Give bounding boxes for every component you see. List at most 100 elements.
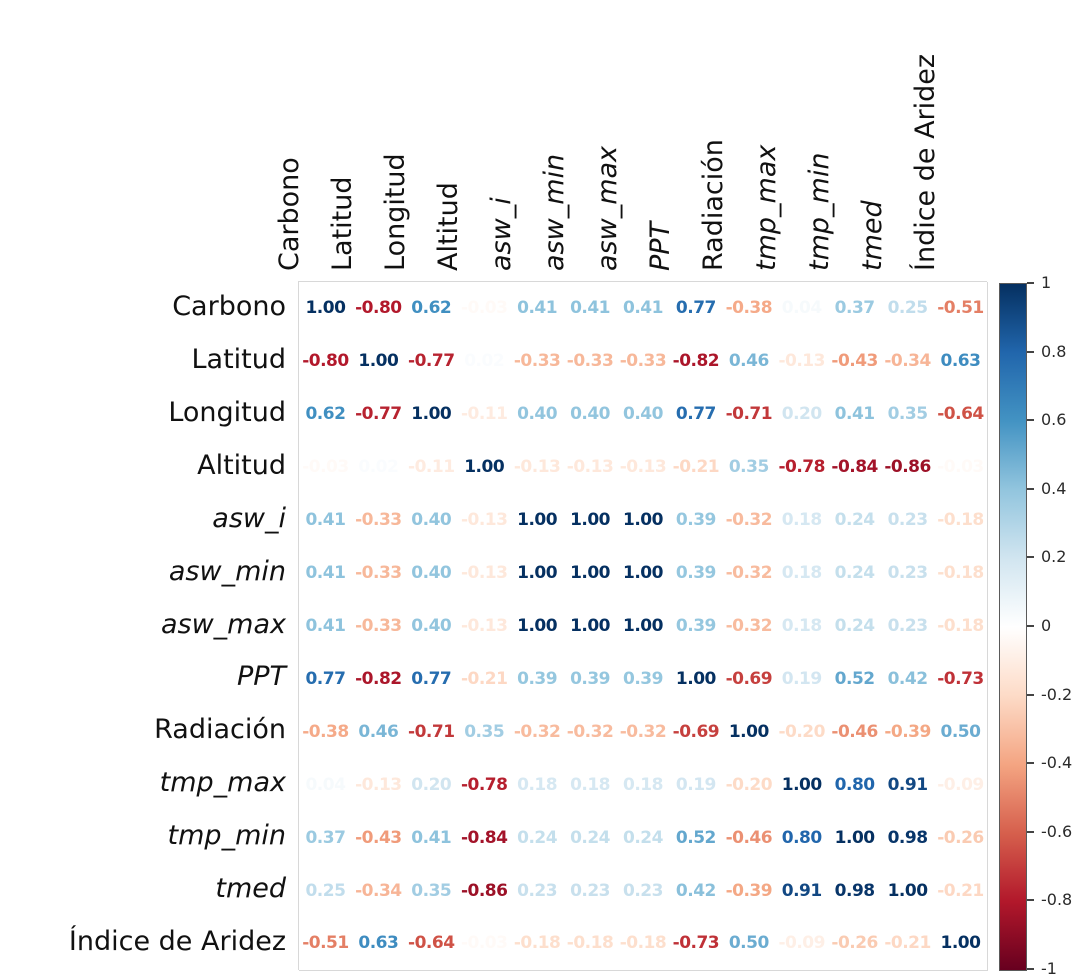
matrix-cell: -0.86 bbox=[881, 440, 936, 495]
matrix-cell: 0.40 bbox=[404, 599, 459, 654]
matrix-cell: -0.21 bbox=[934, 864, 988, 919]
row-label: tmp_min bbox=[167, 820, 286, 852]
matrix-cell: 0.40 bbox=[404, 493, 459, 548]
colorbar-tick-label: -1 bbox=[1041, 959, 1057, 978]
matrix-cell: -0.33 bbox=[351, 599, 406, 654]
matrix-cell: 1.00 bbox=[616, 546, 671, 601]
row-label: asw_i bbox=[212, 502, 286, 534]
matrix-cell: 0.35 bbox=[881, 387, 936, 442]
row-label: Radiación bbox=[154, 714, 286, 746]
matrix-cell: -0.18 bbox=[934, 546, 988, 601]
matrix-cell: 1.00 bbox=[510, 493, 565, 548]
matrix-cell: -0.46 bbox=[828, 705, 883, 760]
row-label: Índice de Aridez bbox=[68, 926, 286, 958]
row-label: Carbono bbox=[172, 291, 286, 322]
colorbar-tick-label: 0.6 bbox=[1041, 410, 1067, 430]
matrix-cell: 0.62 bbox=[299, 387, 353, 442]
matrix-cell: -0.33 bbox=[510, 334, 565, 389]
matrix-cell: 0.04 bbox=[299, 758, 353, 813]
matrix-cell: -0.78 bbox=[775, 440, 830, 495]
matrix-cell: -0.71 bbox=[404, 705, 459, 760]
matrix-cell: 0.50 bbox=[722, 917, 777, 971]
matrix-cell: -0.46 bbox=[722, 811, 777, 866]
colorbar-tick bbox=[1027, 762, 1034, 765]
col-label: Índice de Aridez bbox=[909, 53, 941, 271]
colorbar-tick bbox=[1027, 350, 1034, 353]
row-label: Altitud bbox=[197, 449, 286, 481]
matrix-cell: 0.63 bbox=[351, 917, 406, 971]
matrix-cell: 0.39 bbox=[510, 652, 565, 707]
colorbar-tick-label: -0.8 bbox=[1041, 890, 1073, 910]
matrix-cell: 0.18 bbox=[775, 493, 830, 548]
matrix-cell: 0.24 bbox=[616, 811, 671, 866]
matrix-cell: 1.00 bbox=[616, 599, 671, 654]
matrix-cell: -0.03 bbox=[299, 440, 353, 495]
matrix-cell: 1.00 bbox=[563, 546, 618, 601]
matrix-cell: -0.51 bbox=[934, 282, 988, 336]
matrix-cell: 0.40 bbox=[616, 387, 671, 442]
matrix-cell: 0.23 bbox=[510, 864, 565, 919]
colorbar-tick-label: 0.2 bbox=[1041, 547, 1067, 567]
matrix-cell: -0.18 bbox=[616, 917, 671, 971]
colorbar-tick-label: 1 bbox=[1041, 273, 1052, 292]
matrix-cell: -0.80 bbox=[299, 334, 353, 389]
matrix-cell: -0.32 bbox=[722, 546, 777, 601]
col-label: Altitud bbox=[433, 182, 465, 271]
matrix-cell: 0.02 bbox=[351, 440, 406, 495]
matrix-cell: 0.35 bbox=[404, 864, 459, 919]
matrix-cell: 1.00 bbox=[669, 652, 724, 707]
matrix-cell: -0.33 bbox=[616, 334, 671, 389]
matrix-cell: 0.52 bbox=[828, 652, 883, 707]
colorbar-tick bbox=[1027, 625, 1034, 627]
matrix-cell: 1.00 bbox=[563, 493, 618, 548]
matrix-cell: -0.84 bbox=[457, 811, 512, 866]
matrix-cell: -0.43 bbox=[351, 811, 406, 866]
matrix-cell: -0.21 bbox=[881, 917, 936, 971]
matrix-cell: 0.18 bbox=[510, 758, 565, 813]
matrix-cell: 0.98 bbox=[881, 811, 936, 866]
matrix-cell: -0.64 bbox=[404, 917, 459, 971]
col-label: Latitud bbox=[327, 176, 359, 271]
row-label: Longitud bbox=[168, 396, 286, 428]
matrix-cell: -0.32 bbox=[722, 493, 777, 548]
matrix-cell: -0.13 bbox=[457, 493, 512, 548]
matrix-cell: 0.42 bbox=[881, 652, 936, 707]
col-label: asw_min bbox=[539, 153, 571, 271]
matrix-cell: -0.18 bbox=[934, 599, 988, 654]
matrix-cell: -0.73 bbox=[934, 652, 988, 707]
matrix-cell: -0.84 bbox=[828, 440, 883, 495]
matrix-cell: -0.13 bbox=[616, 440, 671, 495]
matrix-cell: 1.00 bbox=[404, 387, 459, 442]
matrix-cell: 1.00 bbox=[934, 917, 988, 971]
matrix-cell: 0.37 bbox=[828, 282, 883, 336]
matrix-cell: -0.77 bbox=[404, 334, 459, 389]
matrix-cell: -0.64 bbox=[934, 387, 988, 442]
matrix-cell: 0.63 bbox=[934, 334, 988, 389]
matrix-cell: 1.00 bbox=[881, 864, 936, 919]
matrix-cell: -0.32 bbox=[563, 705, 618, 760]
matrix-cell: -0.03 bbox=[934, 440, 988, 495]
matrix-cell: 0.40 bbox=[563, 387, 618, 442]
matrix-cell: 0.80 bbox=[828, 758, 883, 813]
colorbar-tick-label: 0.8 bbox=[1041, 341, 1067, 361]
matrix-cell: 1.00 bbox=[299, 282, 353, 336]
matrix-cell: 0.25 bbox=[881, 282, 936, 336]
matrix-cell: -0.33 bbox=[351, 493, 406, 548]
matrix-cell: 0.39 bbox=[563, 652, 618, 707]
matrix-cell: 0.46 bbox=[722, 334, 777, 389]
matrix-cell: 0.24 bbox=[828, 546, 883, 601]
matrix-cell: 0.41 bbox=[563, 282, 618, 336]
colorbar-tick bbox=[1027, 556, 1034, 559]
row-label: Latitud bbox=[191, 343, 286, 375]
matrix-cell: 0.23 bbox=[881, 493, 936, 548]
matrix-cell: 0.37 bbox=[299, 811, 353, 866]
matrix-cell: -0.33 bbox=[351, 546, 406, 601]
colorbar-tick-label: -0.6 bbox=[1041, 821, 1073, 841]
matrix-cell: -0.13 bbox=[457, 599, 512, 654]
matrix-cell: 0.40 bbox=[404, 546, 459, 601]
matrix-cell: 1.00 bbox=[510, 546, 565, 601]
row-label: tmed bbox=[215, 873, 286, 905]
matrix-cell: 0.04 bbox=[775, 282, 830, 336]
row-label: PPT bbox=[236, 661, 286, 693]
matrix-cell: 0.52 bbox=[669, 811, 724, 866]
